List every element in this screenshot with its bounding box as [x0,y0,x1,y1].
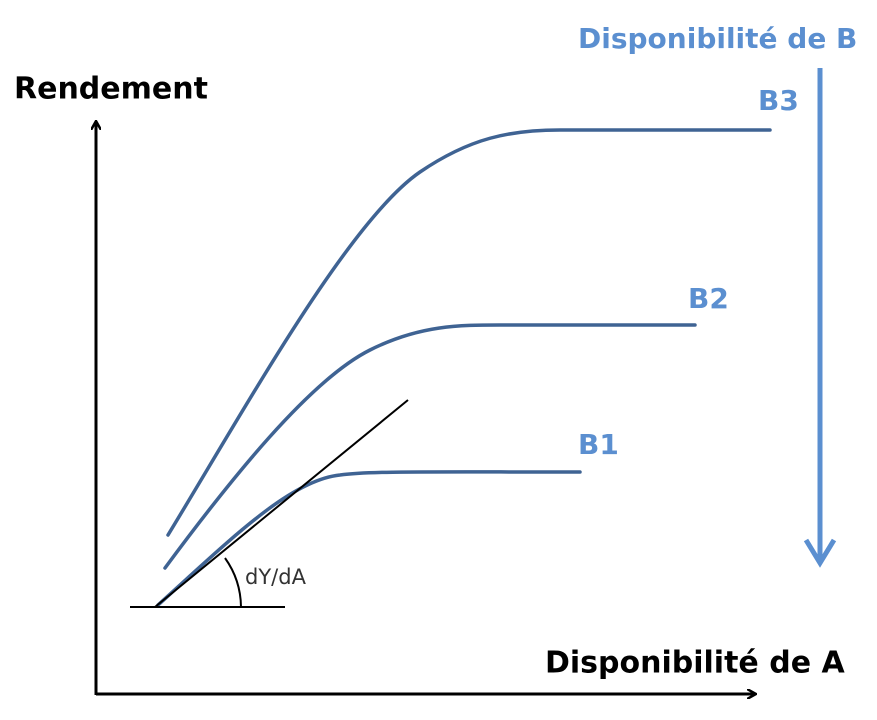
slope-label: dY/dA [245,565,307,589]
curve-label: B2 [688,282,729,315]
curve-label: B3 [758,84,799,117]
y-axis-label: Rendement [14,72,208,107]
curve-label: B1 [578,428,619,461]
b-axis-label: Disponibilité de B [578,22,857,55]
curve-b3 [166,128,772,537]
x-axis-label: Disponibilité de A [545,646,845,681]
curve-b2 [163,323,697,570]
b-arrow-head [803,538,837,568]
tangent-line [154,399,409,608]
curve-b1 [156,470,582,607]
angle-arc [224,557,242,608]
